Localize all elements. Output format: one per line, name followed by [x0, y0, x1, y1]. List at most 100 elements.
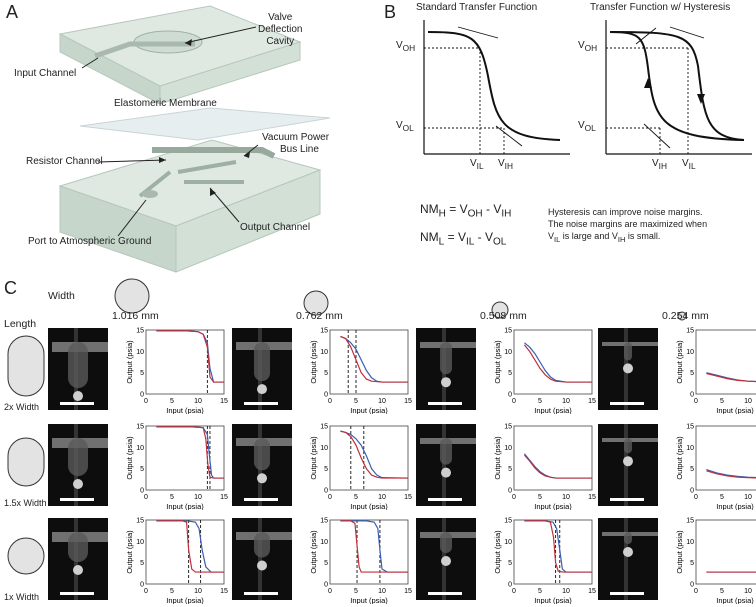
x-axis-label: Input (psia) — [534, 406, 572, 414]
x-tick-label: 10 — [378, 588, 386, 595]
y-axis-label: Output (psia) — [125, 530, 134, 574]
standard-tf-title: Standard Transfer Function — [416, 2, 538, 13]
width-value-label: 0.508 mm — [480, 310, 527, 322]
y-axis-label: Output (psia) — [675, 340, 684, 384]
minus-sign: - — [485, 202, 490, 216]
device-micrograph — [232, 518, 292, 600]
note-line3-mid: is large and — [562, 231, 610, 241]
y-axis-label: Output (psia) — [309, 340, 318, 384]
nm-symbol: NM — [420, 202, 439, 216]
device-micrograph — [232, 328, 292, 410]
series-line-blue — [340, 430, 409, 479]
v-symbol: V — [396, 40, 403, 51]
series-line-red — [706, 372, 756, 383]
y-tick-label: 5 — [690, 370, 694, 377]
x-tick-label: 5 — [170, 398, 174, 405]
y-tick-label: 5 — [508, 370, 512, 377]
x-tick-label: 10 — [194, 588, 202, 595]
transfer-function-diagrams — [423, 20, 752, 155]
x-tick-label: 10 — [194, 398, 202, 405]
x-axis-label: Input (psia) — [716, 406, 754, 414]
y-tick-label: 5 — [508, 466, 512, 473]
note-line2: The noise margins are maximized when — [548, 219, 708, 229]
device-micrograph — [232, 424, 292, 506]
x-axis-label: Input (psia) — [716, 502, 754, 510]
x-tick-label: 0 — [144, 494, 148, 501]
x-tick-label: 10 — [744, 588, 752, 595]
il-subscript: IL — [554, 234, 561, 244]
plot-frame — [145, 519, 225, 585]
y-tick-label: 0 — [324, 488, 328, 495]
y-tick-label: 5 — [690, 466, 694, 473]
device-micrograph — [598, 328, 658, 410]
x-tick-label: 0 — [144, 398, 148, 405]
ih-subscript: IH — [617, 234, 626, 244]
v-ol-right: VOL — [578, 120, 596, 133]
ol-subscript: OL — [493, 236, 507, 248]
x-tick-label: 5 — [720, 588, 724, 595]
equals-sign: = — [449, 202, 457, 216]
v-symbol: V — [470, 158, 477, 169]
note-line3-end: is small. — [627, 231, 661, 241]
valve-label-line2: Deflection — [258, 24, 303, 35]
vacuum-label-line2: Bus Line — [280, 144, 319, 155]
valve-label-line3: Cavity — [266, 36, 295, 47]
device-micrograph — [416, 518, 476, 600]
v-oh-right: VOH — [578, 40, 597, 53]
port-label: Port to Atmospheric Ground — [28, 236, 152, 247]
y-axis-label: Output (psia) — [493, 340, 502, 384]
valve-label: Valve Deflection Cavity — [258, 12, 302, 48]
y-axis-label: Output (psia) — [309, 530, 318, 574]
ol-subscript: OL — [402, 123, 414, 133]
series-line-red — [156, 426, 224, 479]
series-line-red — [156, 330, 224, 383]
x-tick-label: 0 — [328, 494, 332, 501]
v-symbol: V — [548, 231, 555, 241]
series-line-blue — [706, 468, 756, 479]
device-micrograph — [416, 424, 476, 506]
oh-subscript: OH — [584, 43, 598, 53]
v-ol-left: VOL — [396, 120, 414, 133]
plot-frame — [513, 425, 593, 491]
y-tick-label: 15 — [320, 518, 328, 525]
y-tick-label: 0 — [140, 392, 144, 399]
y-tick-label: 15 — [504, 328, 512, 335]
v-symbol: V — [498, 158, 505, 169]
x-tick-label: 15 — [588, 588, 596, 595]
y-tick-label: 15 — [320, 328, 328, 335]
x-tick-label: 0 — [694, 588, 698, 595]
y-tick-label: 0 — [508, 488, 512, 495]
equals-sign: = — [447, 230, 455, 244]
y-axis-label: Output (psia) — [309, 436, 318, 480]
note-line1: Hysteresis can improve noise margins. — [548, 207, 703, 217]
panel-a-letter: A — [6, 2, 19, 22]
y-tick-label: 0 — [324, 582, 328, 589]
length-pill-icon — [7, 437, 45, 487]
device-micrograph — [48, 424, 108, 506]
y-tick-label: 10 — [136, 445, 144, 452]
plot-frame — [329, 425, 409, 491]
oh-subscript: OH — [402, 43, 416, 53]
x-tick-label: 15 — [220, 494, 228, 501]
v-ih-right: VIH — [652, 158, 667, 171]
plot-frame — [695, 519, 756, 585]
ol-subscript: OL — [584, 123, 596, 133]
x-tick-label: 0 — [144, 588, 148, 595]
length-label: Length — [4, 318, 37, 330]
x-tick-label: 5 — [170, 588, 174, 595]
x-tick-label: 10 — [744, 494, 752, 501]
y-tick-label: 5 — [140, 370, 144, 377]
x-axis-label: Input (psia) — [350, 406, 388, 414]
x-tick-label: 15 — [220, 588, 228, 595]
y-tick-label: 15 — [504, 424, 512, 431]
nm-symbol: NM — [420, 230, 439, 244]
series-line-red — [340, 520, 408, 573]
input-channel-label: Input Channel — [14, 68, 77, 79]
y-tick-label: 10 — [136, 349, 144, 356]
x-tick-label: 0 — [512, 494, 516, 501]
width-value-label: 1.016 mm — [112, 310, 159, 322]
